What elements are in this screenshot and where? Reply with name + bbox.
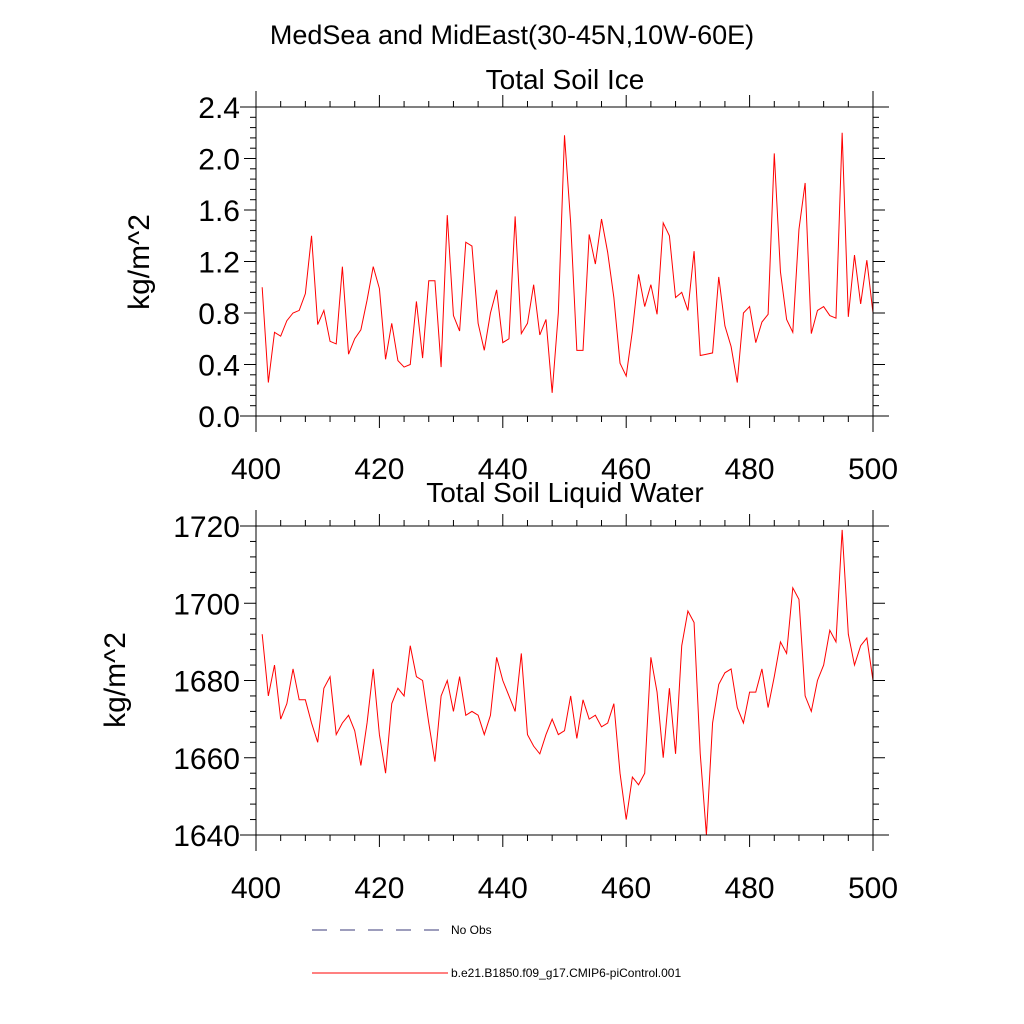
- x-tick-label: 460: [601, 453, 651, 486]
- y-tick-label: 2.4: [198, 92, 240, 125]
- x-tick-label: 400: [231, 453, 281, 486]
- x-tick-label: 480: [725, 453, 775, 486]
- series-line-0: [261, 132, 874, 393]
- panel-total-soil-liquid-water: Total Soil Liquid Water kg/m^2 400 420 440…: [99, 477, 898, 905]
- x-tick-label: 500: [848, 453, 898, 486]
- x-tick-label: 480: [725, 872, 775, 905]
- y-axis-label: kg/m^2: [123, 214, 156, 310]
- legend-label-no-obs: No Obs: [451, 923, 492, 937]
- y-tick-label: 1.6: [198, 195, 240, 228]
- y-tick-label: 0.0: [198, 401, 240, 434]
- legend-label-model: b.e21.B1850.f09_g17.CMIP6-piControl.001: [451, 966, 681, 980]
- y-tick-label: 1660: [173, 743, 240, 776]
- x-tick-label: 500: [848, 872, 898, 905]
- y-axis-label: kg/m^2: [99, 632, 132, 728]
- x-tick-label: 420: [354, 453, 404, 486]
- y-tick-label: 1640: [173, 820, 240, 853]
- y-tick-label: 1700: [173, 588, 240, 621]
- series-line-0: [261, 529, 874, 836]
- panel-title: Total Soil Ice: [486, 64, 645, 95]
- y-tick-label: 1720: [173, 511, 240, 544]
- x-tick-label: 400: [231, 872, 281, 905]
- x-tick-label: 420: [354, 872, 404, 905]
- panel-title: Total Soil Liquid Water: [426, 477, 704, 508]
- figure-title: MedSea and MidEast(30-45N,10W-60E): [270, 20, 754, 50]
- x-tick-label: 460: [601, 872, 651, 905]
- y-tick-label: 1680: [173, 666, 240, 699]
- x-tick-label: 440: [478, 872, 528, 905]
- y-tick-label: 0.8: [198, 298, 240, 331]
- y-tick-label: 0.4: [198, 350, 240, 383]
- x-tick-label: 440: [478, 453, 528, 486]
- y-tick-label: 2.0: [198, 144, 240, 177]
- y-tick-label: 1.2: [198, 247, 240, 280]
- panel-total-soil-ice: Total Soil Ice kg/m^2 400 420 440 460 480 500…: [123, 64, 898, 486]
- legend: No Obs b.e21.B1850.f09_g17.CMIP6-piContr…: [312, 923, 681, 980]
